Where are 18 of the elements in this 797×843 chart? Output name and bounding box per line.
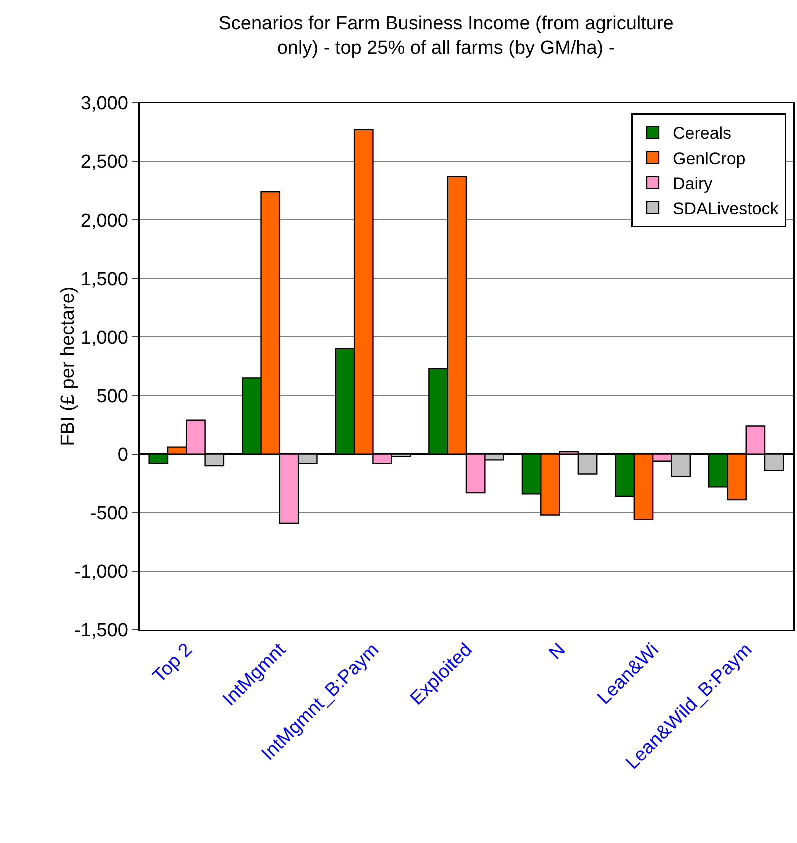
legend-label: Cereals (672, 124, 732, 144)
x-tick-label: Top 2 (149, 640, 197, 688)
legend-label: Dairy (672, 174, 714, 194)
y-tick-label: -1,500 (74, 620, 128, 642)
legend-label: SDALivestock (672, 200, 780, 219)
y-tick-label: 0 (118, 444, 128, 466)
y-axis-title: FBI (£ per hectare) (58, 286, 79, 446)
chart-title: Scenarios for Farm Business Income (from agriculture only) - top 25% of all farms (by GM/ha) - (218, 14, 674, 60)
y-tick-label: 1,000 (80, 328, 128, 349)
y-tick-label: 2,000 (80, 210, 128, 232)
y-tick-label: 2,500 (80, 152, 128, 174)
x-tick-label: N (545, 640, 570, 664)
y-tick-label: -1,000 (74, 562, 128, 584)
legend-label: GenlCrop (672, 149, 746, 168)
y-tick-label: 500 (96, 386, 128, 408)
y-tick-label: 3,000 (80, 94, 128, 115)
y-tick-label: 1,500 (80, 269, 128, 290)
y-tick-label: -500 (90, 504, 128, 525)
